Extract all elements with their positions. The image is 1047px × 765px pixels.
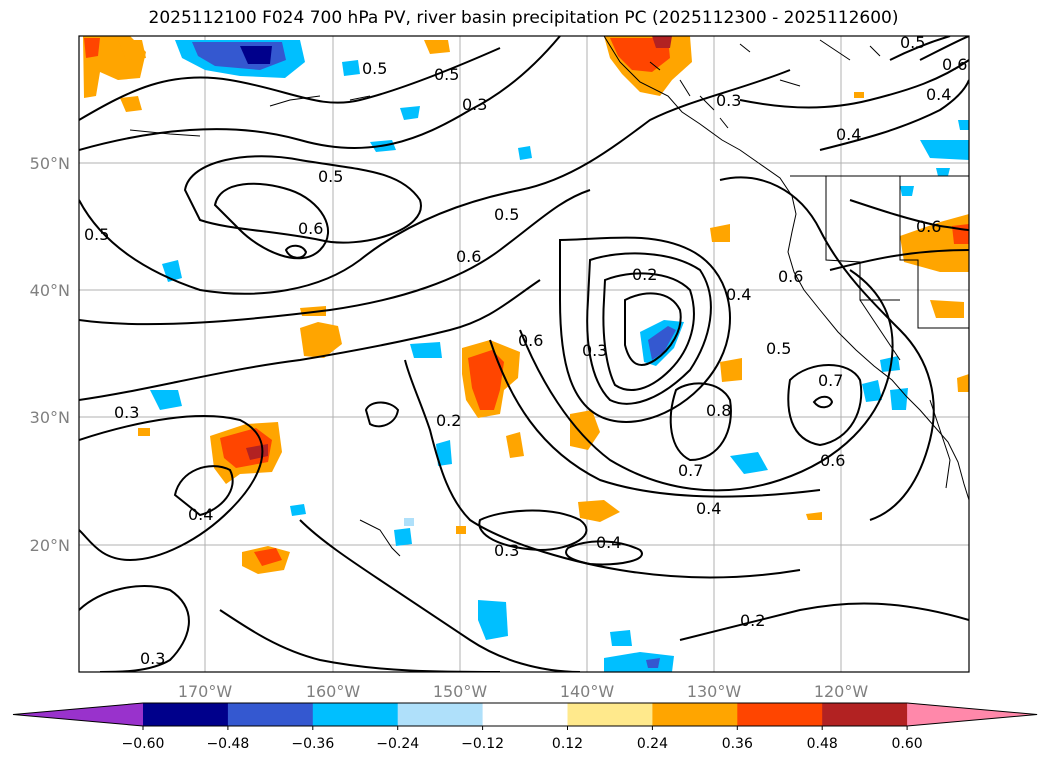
contour-label: 0.3 [494, 541, 519, 560]
coastlines [129, 36, 969, 557]
contour-label: 0.6 [778, 267, 803, 286]
contour-label: 0.4 [188, 505, 213, 524]
lon-tick-labels: 170°W 160°W 150°W 140°W 130°W 120°W [178, 682, 869, 701]
contour-label: 0.3 [582, 341, 607, 360]
contour-label: 0.3 [462, 95, 487, 114]
colorbar-tick-label: 0.36 [722, 736, 753, 752]
contour-label: 0.5 [84, 225, 109, 244]
map-frame [78, 35, 970, 673]
colorbar-segment [567, 703, 653, 726]
contour-label: 0.2 [436, 411, 461, 430]
colorbar-segment [822, 703, 908, 726]
colorbar-extend-max [907, 703, 1038, 726]
contour-label: 0.3 [114, 403, 139, 422]
contour-label: 0.7 [818, 371, 843, 390]
contour-label: 0.5 [494, 205, 519, 224]
contour-labels: 0.5 0.5 0.6 0.5 0.6 0.5 0.3 0.2 0.4 0.3 … [84, 33, 967, 668]
contour-label: 0.5 [434, 65, 459, 84]
contour-label: 0.4 [926, 85, 951, 104]
contour-label: 0.6 [942, 55, 967, 74]
colorbar-tick-label: −0.48 [206, 736, 249, 752]
colorbar-segment [227, 703, 314, 726]
colorbar-tick-label: −0.36 [291, 736, 334, 752]
colorbar-tick-label: −0.24 [376, 736, 419, 752]
lon-label-140w: 140°W [560, 682, 615, 701]
contour-label: 0.5 [318, 167, 343, 186]
map-panel [79, 36, 969, 672]
contour-label: 0.6 [298, 219, 323, 238]
colorbar-segment [737, 703, 823, 726]
lat-tick-labels: 50°N 40°N 30°N 20°N [30, 154, 70, 555]
contour-label: 0.2 [740, 611, 765, 630]
lon-label-120w: 120°W [814, 682, 869, 701]
contour-label: 0.7 [678, 461, 703, 480]
colorbar-segment [143, 703, 229, 726]
contour-label: 0.6 [456, 247, 481, 266]
lat-label-40n: 40°N [30, 281, 70, 300]
contour-label: 0.4 [696, 499, 721, 518]
map-title: 2025112100 F024 700 hPa PV, river basin … [148, 8, 899, 28]
colorbar: −0.60 −0.48 −0.36 −0.24 −0.12 0.12 0.24 0.36 0.4… [12, 702, 1038, 752]
colorbar-extend-min [13, 703, 143, 726]
contour-label: 0.6 [518, 331, 543, 350]
colorbar-segment [482, 703, 568, 726]
contour-label: 0.8 [706, 401, 731, 420]
contour-label: 0.2 [632, 265, 657, 284]
lon-label-150w: 150°W [433, 682, 488, 701]
pv-contours [79, 36, 969, 672]
precip-shading [83, 36, 969, 672]
contour-label: 0.4 [836, 125, 861, 144]
lat-label-50n: 50°N [30, 154, 70, 173]
contour-label: 0.4 [726, 285, 751, 304]
contour-label: 0.3 [716, 91, 741, 110]
colorbar-tick-label: 0.60 [892, 736, 923, 752]
colorbar-tick-label: −0.60 [122, 736, 165, 752]
contour-label: 0.4 [596, 533, 621, 552]
lat-label-30n: 30°N [30, 408, 70, 427]
colorbar-tick-label: 0.48 [807, 736, 838, 752]
contour-label: 0.3 [140, 649, 165, 668]
lat-label-20n: 20°N [30, 536, 70, 555]
colorbar-segment [652, 703, 738, 726]
contour-label: 0.5 [900, 33, 925, 52]
colorbar-tick-label: −0.12 [461, 736, 504, 752]
contour-label: 0.6 [916, 217, 941, 236]
colorbar-tick-label: 0.24 [637, 736, 668, 752]
contour-label: 0.5 [362, 59, 387, 78]
lon-label-170w: 170°W [178, 682, 233, 701]
colorbar-tick-label: 0.12 [552, 736, 583, 752]
lon-label-160w: 160°W [306, 682, 361, 701]
colorbar-segment [312, 703, 399, 726]
colorbar-segment [397, 703, 484, 726]
contour-label: 0.5 [766, 339, 791, 358]
lon-label-130w: 130°W [687, 682, 742, 701]
contour-label: 0.6 [820, 451, 845, 470]
